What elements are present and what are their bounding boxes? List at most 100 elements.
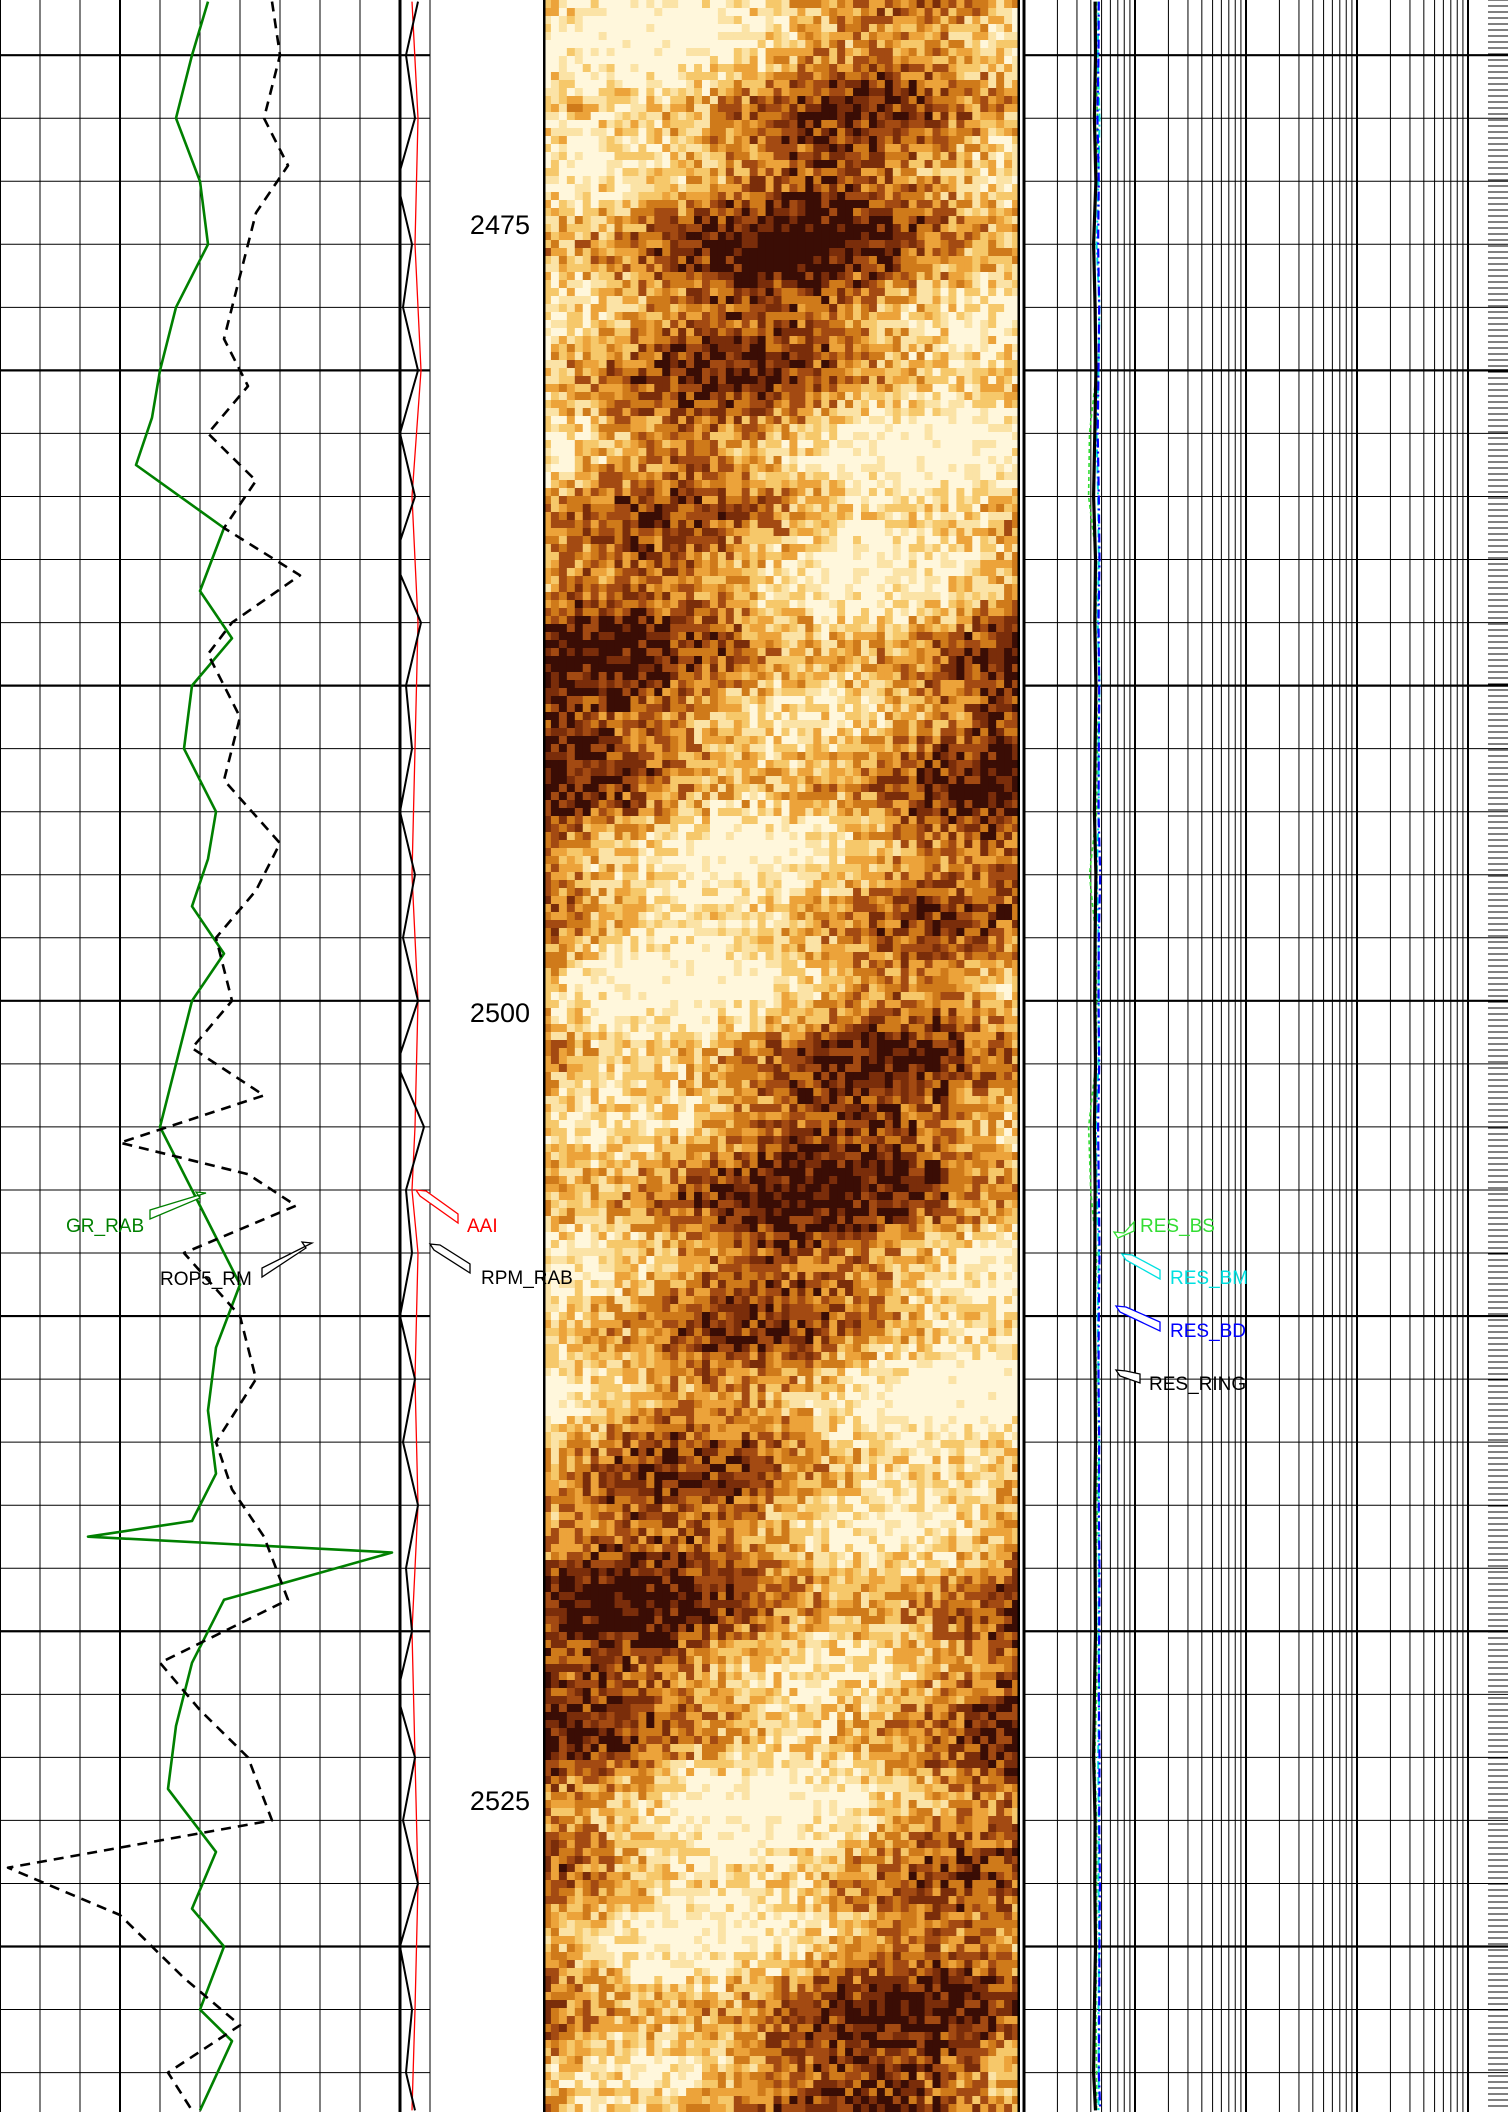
image-pixel	[972, 0, 981, 9]
image-pixel	[765, 168, 775, 177]
image-pixel	[678, 568, 687, 577]
image-pixel	[678, 536, 687, 545]
image-pixel	[797, 328, 806, 337]
image-pixel	[678, 288, 687, 297]
image-pixel	[861, 448, 870, 457]
image-pixel	[550, 448, 560, 457]
image-pixel	[773, 304, 783, 313]
image-pixel	[654, 32, 663, 41]
image-pixel	[932, 88, 942, 97]
image-pixel	[988, 360, 997, 369]
image-pixel	[598, 496, 608, 505]
image-pixel	[606, 128, 616, 137]
image-pixel	[821, 152, 830, 161]
image-pixel	[789, 352, 798, 361]
image-pixel	[709, 120, 719, 129]
image-pixel	[868, 568, 878, 577]
image-pixel	[900, 112, 910, 121]
image-pixel	[614, 584, 624, 593]
image-pixel	[956, 448, 965, 457]
image-pixel	[574, 320, 584, 329]
image-pixel	[558, 312, 568, 321]
image-pixel	[622, 208, 632, 217]
image-pixel	[837, 320, 846, 329]
image-pixel	[813, 80, 822, 89]
image-pixel	[709, 40, 719, 49]
image-pixel	[686, 136, 695, 145]
image-pixel	[717, 256, 727, 265]
image-pixel	[789, 496, 798, 505]
image-pixel	[614, 512, 624, 521]
image-pixel	[789, 80, 798, 89]
image-pixel	[749, 520, 759, 529]
image-pixel	[805, 128, 814, 137]
image-pixel	[972, 80, 981, 89]
image-pixel	[773, 24, 783, 33]
image-pixel	[948, 480, 957, 489]
image-pixel	[980, 192, 989, 201]
image-pixel	[837, 584, 846, 593]
image-pixel	[884, 408, 894, 417]
image-pixel	[582, 160, 592, 169]
image-pixel	[1004, 216, 1013, 225]
image-pixel	[1012, 560, 1020, 569]
image-pixel	[837, 184, 846, 193]
image-pixel	[972, 408, 981, 417]
image-pixel	[789, 584, 798, 593]
image-pixel	[630, 576, 639, 585]
image-pixel	[622, 232, 632, 241]
image-pixel	[821, 112, 830, 121]
image-pixel	[765, 576, 775, 585]
image-pixel	[805, 520, 814, 529]
image-pixel	[1012, 536, 1020, 545]
image-pixel	[694, 408, 703, 417]
image-pixel	[996, 56, 1005, 65]
image-pixel	[757, 408, 767, 417]
image-pixel	[972, 160, 981, 169]
image-pixel	[829, 592, 838, 601]
image-pixel	[892, 56, 902, 65]
image-pixel	[702, 408, 711, 417]
image-pixel	[964, 496, 973, 505]
image-pixel	[646, 360, 655, 369]
image-pixel	[566, 264, 576, 273]
image-pixel	[574, 472, 584, 481]
image-pixel	[654, 104, 663, 113]
image-pixel	[773, 584, 783, 593]
image-pixel	[956, 504, 965, 513]
image-pixel	[678, 144, 687, 153]
image-pixel	[1012, 312, 1020, 321]
image-pixel	[638, 264, 647, 273]
image-pixel	[717, 112, 727, 121]
image-pixel	[837, 528, 846, 537]
image-pixel	[654, 456, 663, 465]
image-pixel	[821, 144, 830, 153]
image-pixel	[813, 72, 822, 81]
image-pixel	[813, 400, 822, 409]
image-pixel	[892, 544, 902, 553]
image-pixel	[805, 584, 814, 593]
image-pixel	[821, 592, 830, 601]
image-pixel	[757, 48, 767, 57]
image-pixel	[876, 488, 886, 497]
image-pixel	[654, 488, 663, 497]
image-pixel	[996, 360, 1005, 369]
image-pixel	[861, 592, 870, 601]
image-pixel	[654, 360, 663, 369]
image-pixel	[630, 0, 639, 9]
image-pixel	[980, 544, 989, 553]
image-pixel	[741, 456, 751, 465]
image-pixel	[773, 136, 783, 145]
image-pixel	[582, 192, 592, 201]
image-pixel	[900, 24, 910, 33]
image-pixel	[733, 592, 743, 601]
image-pixel	[566, 480, 576, 489]
image-pixel	[900, 424, 910, 433]
image-pixel	[678, 560, 687, 569]
image-pixel	[566, 80, 576, 89]
image-pixel	[558, 328, 568, 337]
image-pixel	[932, 528, 942, 537]
image-pixel	[837, 80, 846, 89]
image-pixel	[725, 240, 735, 249]
image-pixel	[1004, 584, 1013, 593]
